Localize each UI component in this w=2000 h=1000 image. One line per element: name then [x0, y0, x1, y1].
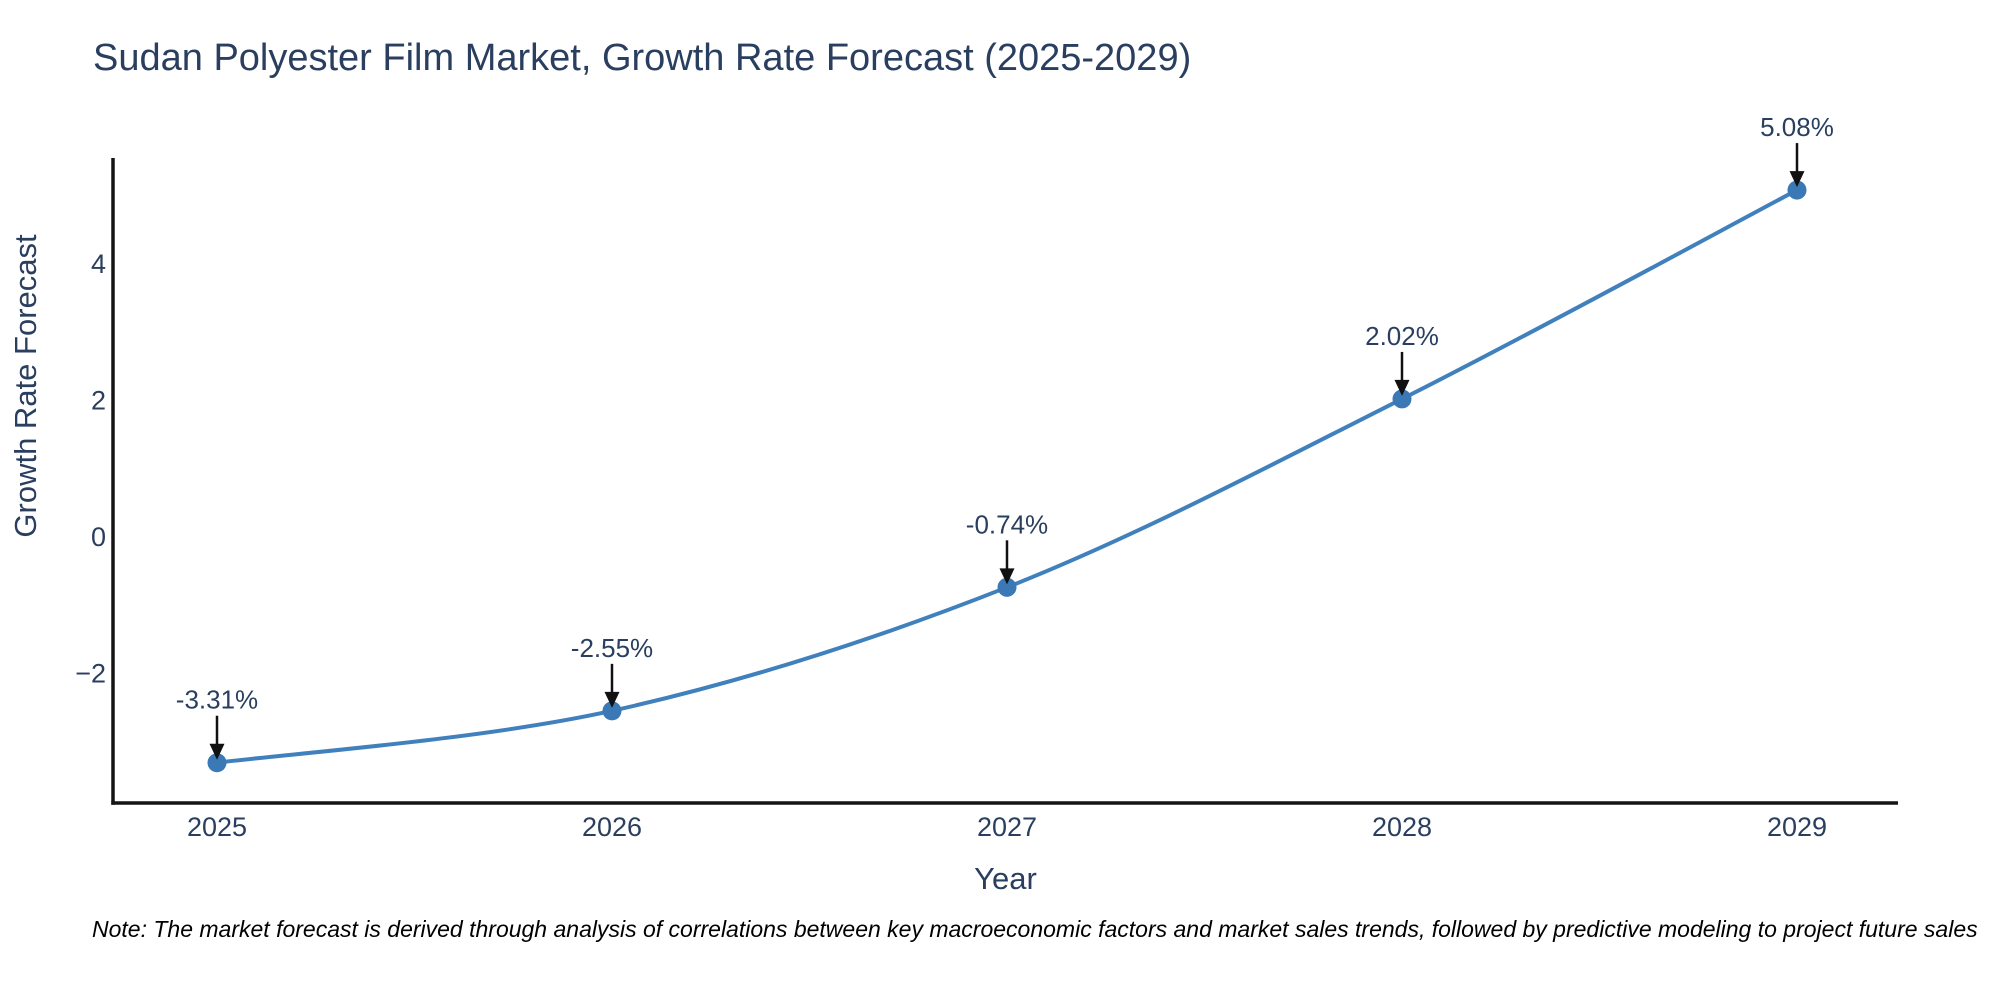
data-point-2027[interactable]: [997, 577, 1017, 597]
annotation-arrowhead: [999, 568, 1015, 585]
x-tick-label: 2028: [1372, 812, 1432, 842]
annotation-label: -0.74%: [966, 509, 1048, 539]
annotation-label: -3.31%: [176, 685, 258, 715]
annotation-label: 2.02%: [1365, 321, 1439, 351]
x-tick-label: 2029: [1767, 812, 1827, 842]
data-point-2029[interactable]: [1787, 180, 1807, 200]
y-tick-label: −2: [75, 658, 106, 688]
y-tick-label: 2: [91, 385, 106, 415]
annotation-label: 5.08%: [1760, 112, 1834, 142]
annotation-arrowhead: [1394, 379, 1410, 396]
annotation-arrowhead: [209, 743, 225, 760]
chart-title: Sudan Polyester Film Market, Growth Rate…: [93, 37, 1192, 79]
data-point-2026[interactable]: [602, 701, 622, 721]
data-point-2025[interactable]: [207, 753, 227, 773]
annotation-arrowhead: [604, 691, 620, 708]
annotation-arrowhead: [1789, 171, 1805, 188]
x-tick-label: 2027: [977, 812, 1037, 842]
y-tick-label: 4: [91, 249, 106, 279]
footnote: Note: The market forecast is derived thr…: [92, 916, 1978, 942]
x-tick-label: 2025: [187, 812, 247, 842]
annotation-label: -2.55%: [571, 633, 653, 663]
y-axis-title: Growth Rate Forecast: [8, 234, 43, 538]
series-line: [215, 188, 1799, 765]
data-point-2028[interactable]: [1392, 389, 1412, 409]
x-tick-label: 2026: [582, 812, 642, 842]
x-axis-title: Year: [974, 861, 1037, 896]
y-tick-label: 0: [91, 522, 106, 552]
